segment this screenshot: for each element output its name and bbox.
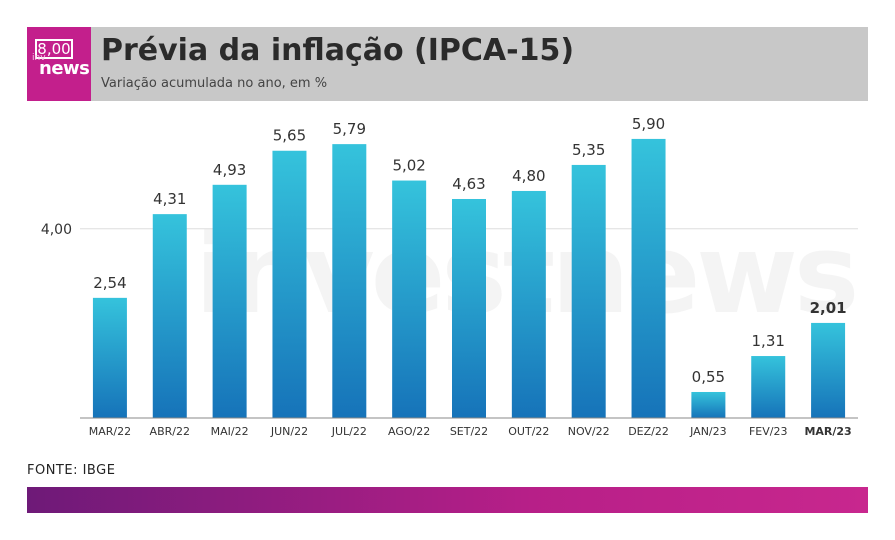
chart-title: Prévia da inflação (IPCA-15) <box>101 33 575 68</box>
x-tick-label: MAI/22 <box>211 425 249 438</box>
chart-subtitle: Variação acumulada no ano, em % <box>101 76 328 91</box>
bar-mar-22 <box>92 297 127 418</box>
value-labels: 2,54 4,31 4,93 5,65 5,79 5,02 4,63 4,80 5,35 5,90… <box>93 115 846 386</box>
bar-jul-22 <box>332 144 367 418</box>
x-tick-label: OUT/22 <box>508 425 549 438</box>
bar-jan-23 <box>691 391 726 418</box>
x-tick-label: JAN/23 <box>689 425 727 438</box>
value-label: 2,01 <box>810 299 847 317</box>
bar-nov-22 <box>571 164 606 418</box>
value-label: 4,63 <box>452 175 485 193</box>
bar-ago-22 <box>392 180 427 418</box>
investnews-logo: 8,00 inv news <box>27 27 91 101</box>
logo-small-text: inv <box>32 53 46 63</box>
x-tick-label: MAR/22 <box>89 425 131 438</box>
x-tick-label: MAR/23 <box>804 425 851 438</box>
value-label: 5,79 <box>333 120 366 138</box>
bar-set-22 <box>452 198 486 418</box>
bar-out-22 <box>511 190 546 418</box>
source-note: FONTE: IBGE <box>27 463 116 478</box>
value-label: 2,54 <box>93 274 126 292</box>
value-label: 5,02 <box>392 157 425 175</box>
value-label: 5,35 <box>572 141 605 159</box>
x-tick-label: NOV/22 <box>568 425 610 438</box>
bar-dez-22 <box>631 138 666 418</box>
bar-fev-23 <box>751 356 786 418</box>
bars <box>92 138 846 418</box>
logo-bottom-text: news <box>39 58 90 79</box>
logo-top-text: 8,00 <box>35 39 73 59</box>
x-tick-label: JUL/22 <box>331 425 367 438</box>
x-tick-label: FEV/23 <box>749 425 788 438</box>
value-label: 0,55 <box>692 368 725 386</box>
value-label: 5,65 <box>273 127 306 145</box>
x-tick-label: JUN/22 <box>270 425 308 438</box>
bar-mar-23 <box>811 322 846 418</box>
value-label: 5,90 <box>632 115 665 133</box>
x-tick-label: ABR/22 <box>150 425 190 438</box>
chart-header: 8,00 inv news Prévia da inflação (IPCA-1… <box>27 27 868 101</box>
bar-mai-22 <box>212 184 247 418</box>
x-tick-label: AGO/22 <box>388 425 430 438</box>
x-tick-label: SET/22 <box>450 425 488 438</box>
value-label: 4,80 <box>512 167 545 185</box>
x-axis-tick-labels: MAR/22 ABR/22 MAI/22 JUN/22 JUL/22 AGO/22 SET/… <box>89 425 852 438</box>
x-tick-label: DEZ/22 <box>628 425 669 438</box>
footer-bar <box>27 487 868 513</box>
y-tick-label: 4,00 <box>41 222 72 238</box>
value-label: 1,31 <box>752 332 785 350</box>
value-label: 4,93 <box>213 161 246 179</box>
bar-abr-22 <box>152 214 187 418</box>
value-label: 4,31 <box>153 190 186 208</box>
bar-jun-22 <box>272 150 307 418</box>
